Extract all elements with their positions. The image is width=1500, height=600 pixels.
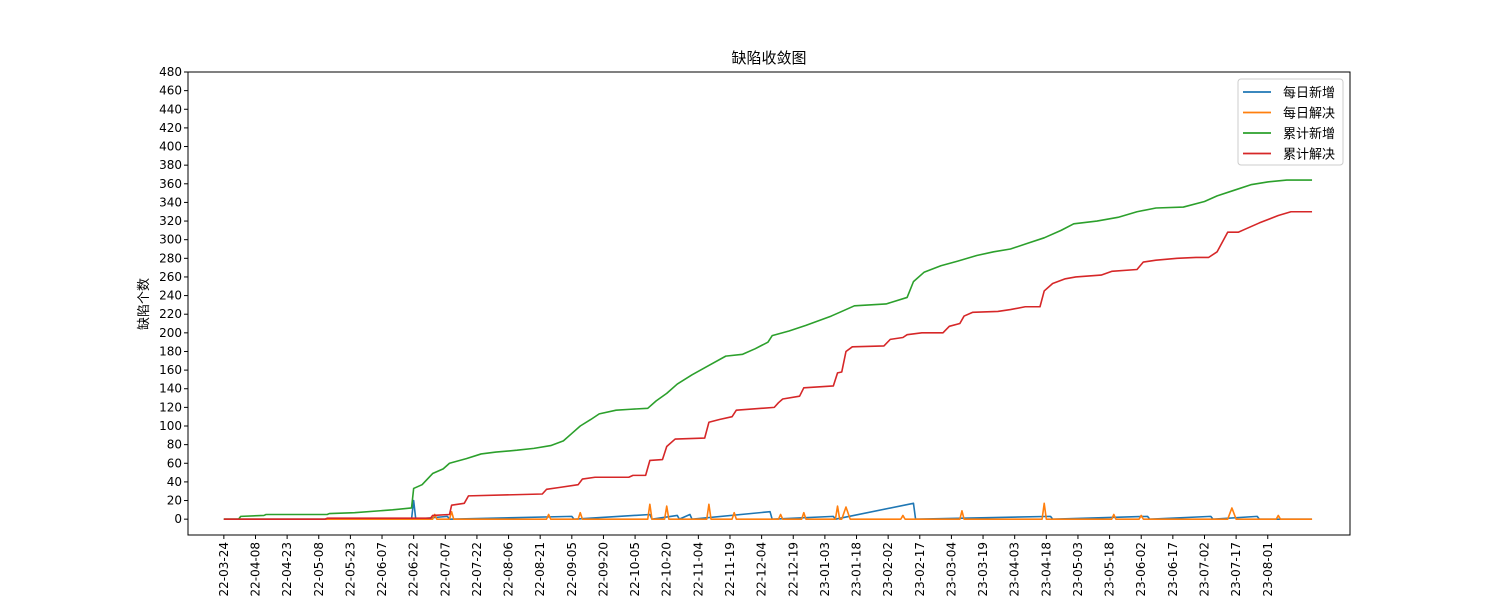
y-tick-label: 160 (159, 363, 182, 377)
x-tick-label: 23-06-17 (1166, 542, 1180, 596)
legend-label: 累计解决 (1283, 148, 1335, 163)
x-tick-label: 22-06-07 (375, 542, 389, 596)
y-tick-label: 340 (159, 195, 182, 209)
legend-box (1237, 78, 1344, 166)
y-tick-label: 220 (159, 307, 182, 321)
y-axis-label: 缺陷个数 (137, 278, 152, 330)
y-tick-label: 260 (159, 270, 182, 284)
y-tick-label: 100 (159, 419, 182, 433)
legend-label: 累计新增 (1283, 126, 1335, 142)
y-tick-label: 460 (159, 84, 182, 98)
x-tick-label: 23-08-01 (1261, 542, 1275, 596)
x-tick-label: 22-12-04 (755, 542, 769, 596)
x-tick-label: 22-05-08 (312, 542, 326, 596)
y-tick-label: 120 (159, 400, 182, 414)
legend-label: 每日解决 (1283, 106, 1335, 122)
x-tick-label: 23-04-03 (1008, 542, 1022, 596)
y-tick-label: 140 (159, 382, 182, 396)
legend-label: 每日新增 (1283, 85, 1335, 101)
x-tick-label: 22-04-08 (248, 542, 262, 596)
y-axis: 0 20 40 60 80 100 120 140 160 180 200 220 240 260 280 3… (159, 65, 188, 526)
x-tick-label: 22-09-05 (565, 542, 579, 596)
x-tick-label: 22-10-20 (660, 542, 674, 596)
y-tick-label: 400 (159, 140, 182, 154)
y-tick-label: 240 (159, 289, 182, 303)
y-tick-label: 420 (159, 121, 182, 135)
series-line-2 (223, 502, 1313, 520)
series-line-4 (223, 210, 1313, 520)
x-tick-label: 23-07-02 (1197, 542, 1211, 596)
x-tick-label: 22-11-04 (691, 542, 705, 596)
y-tick-label: 360 (159, 177, 182, 191)
y-tick-label: 0 (174, 512, 182, 526)
x-tick-label: 22-05-23 (343, 542, 357, 596)
y-tick-label: 300 (159, 233, 182, 247)
x-tick-label: 23-01-03 (818, 542, 832, 596)
x-tick-label: 22-08-21 (533, 542, 547, 596)
x-tick-label: 22-03-24 (217, 542, 231, 596)
x-tick-label: 23-01-18 (850, 542, 864, 596)
y-tick-label: 180 (159, 344, 182, 358)
series-lines (223, 179, 1313, 520)
y-tick-label: 380 (159, 158, 182, 172)
y-tick-label: 280 (159, 251, 182, 265)
x-tick-label: 23-07-17 (1229, 542, 1243, 596)
x-tick-label: 23-05-03 (1071, 542, 1085, 596)
x-tick-label: 23-06-02 (1134, 542, 1148, 596)
y-tick-label: 20 (167, 494, 182, 508)
y-tick-label: 480 (159, 65, 182, 79)
x-tick-label: 23-02-02 (881, 542, 895, 596)
x-tick-label: 22-07-07 (438, 542, 452, 596)
x-tick-label: 23-03-19 (976, 542, 990, 596)
y-tick-label: 60 (167, 456, 182, 470)
x-tick-label: 22-06-22 (407, 542, 421, 596)
x-tick-label: 22-10-05 (628, 542, 642, 596)
y-tick-label: 40 (167, 475, 182, 489)
y-tick-label: 440 (159, 102, 182, 116)
y-tick-label: 200 (159, 326, 182, 340)
x-tick-label: 22-12-19 (786, 542, 800, 596)
chart-title: 缺陷收敛图 (731, 49, 806, 67)
x-axis: 22-03-24 22-04-08 22-04-23 22-05-08 22-05-23… (217, 535, 1275, 596)
series-line-3 (223, 179, 1313, 520)
plot-area (187, 71, 1351, 536)
x-tick-label: 22-08-06 (502, 542, 516, 596)
x-tick-label: 23-04-18 (1039, 542, 1053, 596)
x-tick-label: 22-09-20 (596, 542, 610, 596)
y-tick-label: 80 (167, 438, 182, 452)
x-tick-label: 22-11-19 (723, 542, 737, 596)
y-tick-label: 320 (159, 214, 182, 228)
x-tick-label: 23-03-04 (944, 542, 958, 596)
x-tick-label: 22-04-23 (280, 542, 294, 596)
plot-frame (187, 71, 1351, 536)
x-tick-label: 23-05-18 (1103, 542, 1117, 596)
series-line-1 (223, 499, 1313, 520)
x-tick-label: 22-07-22 (470, 542, 484, 596)
x-tick-label: 23-02-17 (913, 542, 927, 596)
